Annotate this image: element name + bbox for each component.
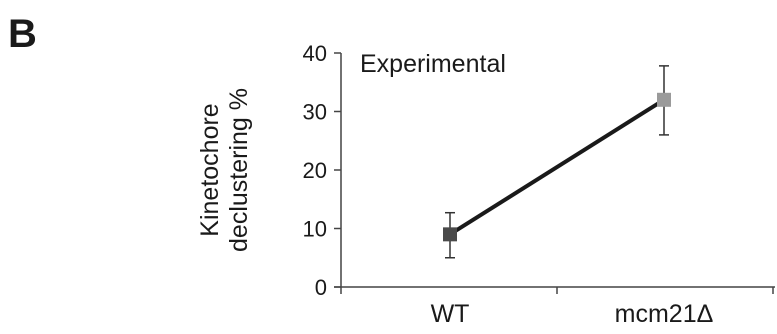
x-tick-label: mcm21Δ <box>615 300 714 328</box>
plot-marks <box>443 65 671 259</box>
panel-label: B <box>8 12 37 56</box>
axes: 0 10 20 30 40 WT mcm21Δ <box>303 41 775 328</box>
annotation-label: Experimental <box>360 50 506 78</box>
y-tick-label: 20 <box>303 158 327 183</box>
y-axis-label-line-2: declustering % <box>225 88 253 252</box>
y-tick-label: 10 <box>303 217 327 242</box>
y-tick-label: 40 <box>303 41 327 66</box>
y-axis-label-line-1: Kinetochore <box>196 103 224 236</box>
series-line <box>448 98 666 237</box>
y-tick-label: 30 <box>303 100 327 125</box>
data-point-marker <box>443 227 457 242</box>
data-point-marker <box>657 92 671 107</box>
x-tick-label: WT <box>431 300 470 328</box>
y-tick-label: 0 <box>315 275 327 300</box>
